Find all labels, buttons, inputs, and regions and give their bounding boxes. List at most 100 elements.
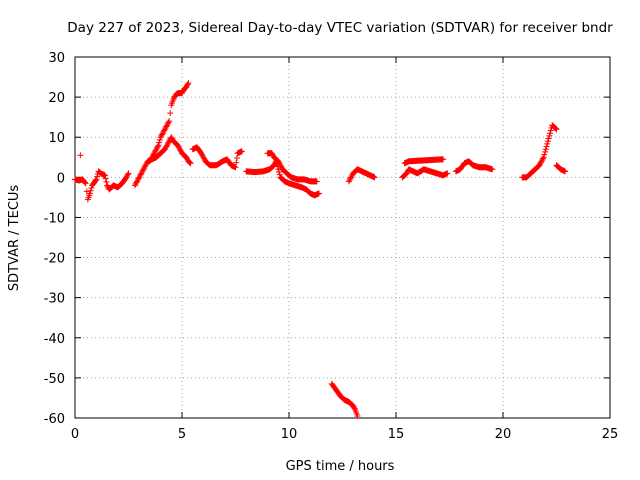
plot-frame [74,56,611,419]
data-point [170,96,177,103]
data-point [134,177,141,184]
data-point [271,162,278,169]
axis-ticks [74,56,611,419]
data-point [553,126,560,133]
data-point [143,160,150,167]
data-point [187,160,194,167]
y-tick-label: 0 [57,171,65,186]
data-point [83,188,90,195]
data-point [161,146,168,153]
data-point [350,404,357,411]
data-point [160,128,167,135]
data-point [540,154,547,161]
data-point [159,130,166,137]
data-point [162,124,169,131]
data-point [139,167,146,174]
y-tick-label: -50 [44,372,65,387]
data-point [161,127,168,134]
data-point [141,164,148,171]
data-point [348,172,355,179]
data-point [544,140,551,147]
data-point [278,163,285,170]
grid [75,57,610,418]
data-point [541,151,548,158]
data-point [164,142,171,149]
data-point [538,158,545,165]
data-points [72,80,569,419]
data-point [124,171,131,178]
data-point [151,150,158,157]
data-point [141,163,148,170]
data-point [276,160,283,167]
data-point [151,148,158,155]
data-point [102,175,109,182]
data-point [238,148,245,155]
data-point [125,170,132,177]
data-point [176,146,183,153]
y-tick-label: -30 [44,292,65,307]
data-point [169,135,176,142]
data-point [154,144,161,151]
data-point [163,123,170,130]
data-point [168,134,175,141]
x-tick-label: 15 [388,427,405,442]
data-point [347,175,354,182]
data-point [351,405,358,412]
x-tick-label: 0 [71,427,79,442]
y-tick-label: -10 [44,211,65,226]
data-point [269,151,276,158]
data-point [131,182,138,189]
data-point [186,158,193,165]
data-point [134,178,141,185]
data-point [153,146,160,153]
data-point [545,135,552,142]
data-point [185,80,192,87]
data-point [199,152,206,159]
data-point [371,174,378,181]
data-point [276,171,283,178]
x-tick-labels: 0 5 10 15 20 25 [71,427,618,442]
data-point [177,147,184,154]
data-point [157,134,164,141]
data-point [315,190,322,197]
data-point [198,150,205,157]
data-point [174,142,181,149]
y-tick-label: -60 [44,412,65,427]
data-point [93,176,100,183]
data-point [140,166,147,173]
data-point [132,181,139,188]
data-point [268,150,275,157]
data-point [165,119,172,126]
data-point [542,148,549,155]
data-point [403,170,410,177]
data-point [142,162,149,169]
data-point [183,82,190,89]
data-point [232,164,239,171]
data-point [165,139,172,146]
data-point [81,179,88,186]
data-point [277,162,284,169]
data-point [148,155,155,162]
data-point [164,122,171,129]
data-point [183,84,190,91]
x-tick-label: 5 [178,427,186,442]
data-point [233,154,240,161]
data-point [345,178,352,185]
data-point [276,168,283,175]
y-tick-label: -40 [44,332,65,347]
x-axis-label: GPS time / hours [286,459,395,474]
data-point [154,143,161,150]
data-point [139,168,146,175]
x-tick-label: 10 [281,427,298,442]
data-point [156,139,163,146]
data-point [162,144,169,151]
data-point [167,110,174,117]
data-point [547,130,554,137]
data-point [161,126,168,133]
data-point [348,174,355,181]
y-tick-label: 30 [48,51,65,66]
data-point [146,158,153,165]
data-point [543,143,550,150]
data-point [562,168,569,175]
